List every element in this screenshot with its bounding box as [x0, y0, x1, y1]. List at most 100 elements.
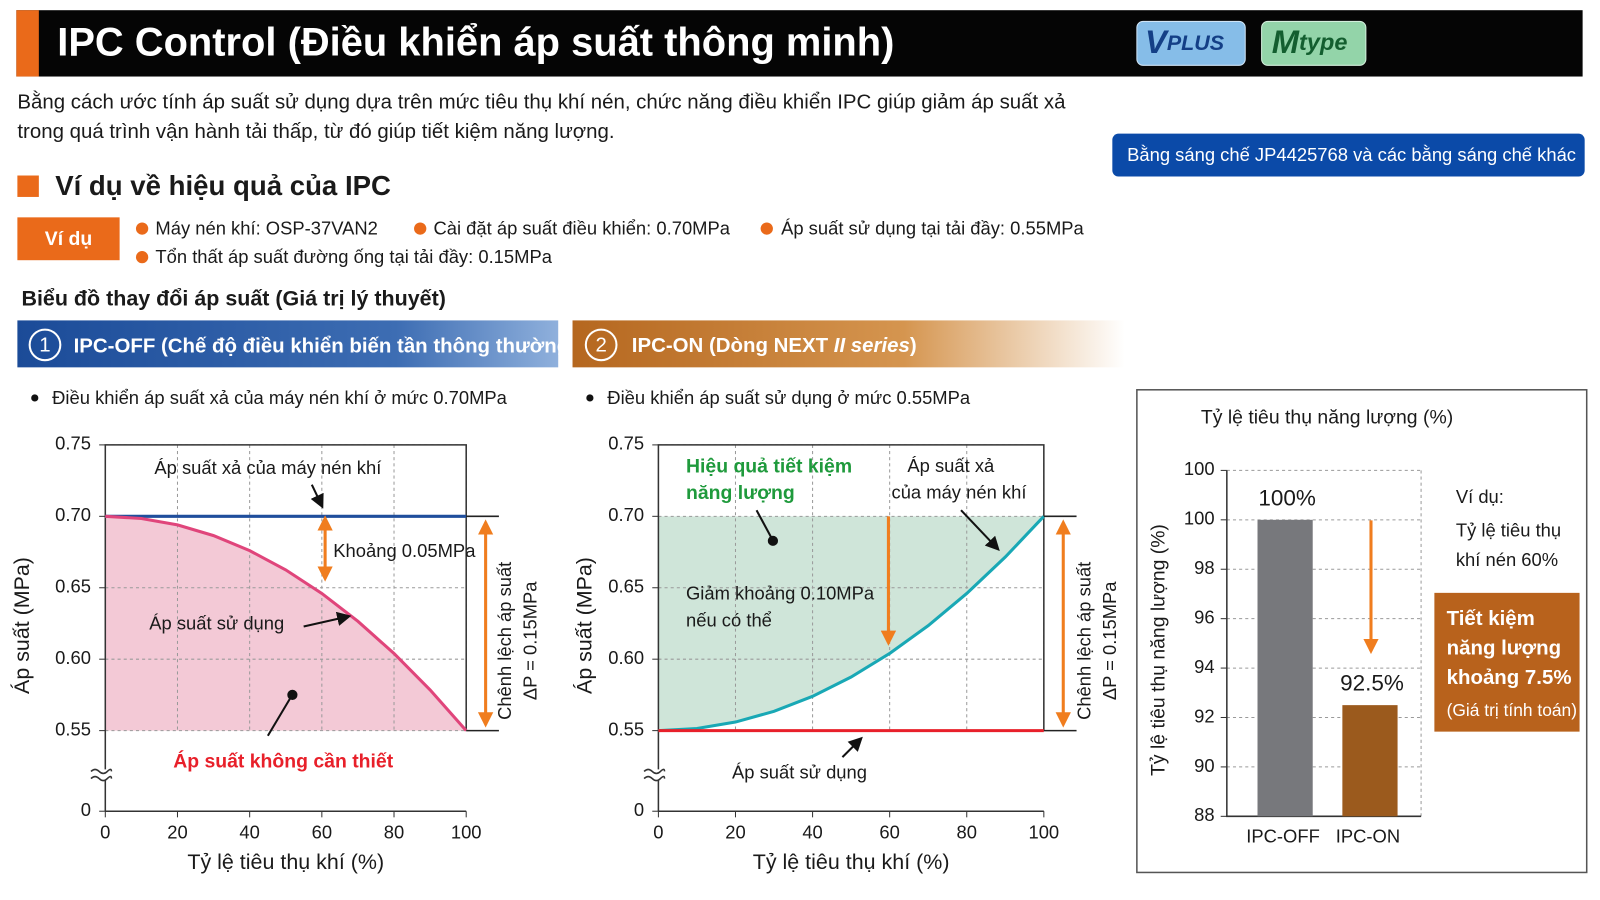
- badge-text: VPLUS: [1145, 23, 1225, 60]
- badge: [1261, 20, 1367, 66]
- panel-number: 1: [39, 334, 50, 356]
- y-tick-label: 0.65: [55, 576, 91, 597]
- intro-line: Bằng cách ước tính áp suất sử dụng dựa t…: [17, 90, 1066, 113]
- saving-text: năng lượng: [1447, 637, 1561, 659]
- series-line: [658, 515, 1045, 733]
- area-fill: [658, 516, 1044, 731]
- bullet: [760, 222, 773, 235]
- note: khí nén 60%: [1456, 549, 1558, 570]
- saving-box: [1434, 592, 1580, 732]
- panel-number-circle: [584, 328, 618, 362]
- annotation: của máy nén khí: [891, 482, 1027, 503]
- bullet: [414, 222, 427, 235]
- annotation: Hiệu quả tiết kiệm: [686, 455, 852, 477]
- panel-title-part: IPC-ON (Dòng NEXT: [632, 335, 834, 357]
- annotation: Áp suất sử dụng: [732, 761, 867, 782]
- badge-small: type: [1299, 29, 1347, 55]
- axis-frame: [104, 444, 467, 812]
- intro-line: trong quá trình vận hành tải thấp, từ đó…: [17, 121, 614, 143]
- y-tick-label: 92: [1194, 705, 1214, 726]
- example-label: Ví dụ: [45, 228, 92, 250]
- bullet: [31, 394, 39, 402]
- bar: [1257, 519, 1313, 817]
- pointer: [755, 509, 772, 538]
- pointer-dot: [287, 689, 298, 700]
- x-tick-label: 60: [312, 822, 332, 843]
- value-label: 100%: [1258, 485, 1316, 510]
- y-tick-label: 98: [1194, 557, 1214, 578]
- example-item: Tổn thất áp suất đường ống tại tải đầy: …: [155, 246, 552, 267]
- pointer-dot: [767, 535, 779, 546]
- axis-break: [643, 768, 666, 782]
- panel-bullet: Điều khiển áp suất sử dụng ở mức 0.55MPa: [607, 387, 971, 408]
- bar: [1342, 705, 1398, 817]
- badge-text: Mtype: [1272, 23, 1348, 60]
- y-tick-label: 0.75: [55, 433, 91, 454]
- arrow: [310, 484, 324, 509]
- y-tick-label: 88: [1194, 804, 1214, 825]
- y-tick-label: 100: [1184, 458, 1215, 479]
- pointer: [266, 697, 292, 737]
- bullet: [586, 394, 594, 402]
- example-item: Cài đặt áp suất điều khiển: 0.70MPa: [433, 217, 730, 238]
- value-label: 92.5%: [1340, 671, 1404, 696]
- badge-big: V: [1145, 23, 1170, 60]
- annotation: nếu có thể: [686, 609, 772, 630]
- panel-number-circle: [28, 328, 62, 362]
- annotation: Khoảng 0.05MPa: [333, 540, 476, 561]
- chart-title: Tỷ lệ tiêu thụ năng lượng (%): [1201, 407, 1453, 429]
- annotation: Áp suất sử dụng: [149, 612, 284, 633]
- header-accent: [16, 10, 39, 77]
- y-tick-label: 0.60: [608, 647, 644, 668]
- x-tick-label: IPC-ON: [1336, 826, 1400, 847]
- arrow: [303, 611, 352, 628]
- y-tick-label: 0: [81, 799, 91, 820]
- section-title: Ví dụ về hiệu quả của IPC: [55, 170, 391, 201]
- header-title: IPC Control (Điều khiển áp suất thông mi…: [57, 20, 894, 64]
- y-tick-label: 94: [1194, 656, 1214, 677]
- y-tick-label: 100: [1184, 508, 1215, 529]
- saving-text: (Giá trị tính toán): [1447, 700, 1577, 720]
- x-tick-label: 100: [1028, 822, 1059, 843]
- y-tick-label: 0.70: [55, 504, 91, 525]
- badge-big: M: [1272, 23, 1300, 60]
- y-axis-label: Áp suất (MPa): [571, 557, 596, 694]
- delta-label: Chênh lệch áp suất: [494, 562, 515, 720]
- axis-frame: [657, 444, 1045, 812]
- badge-small: PLUS: [1167, 31, 1225, 55]
- delta-label: ΔP = 0.15MPa: [1099, 581, 1120, 700]
- y-tick-label: 96: [1194, 607, 1214, 628]
- patent-button: [1112, 133, 1585, 177]
- series-line: [105, 514, 468, 732]
- x-tick-label: 0: [100, 822, 110, 843]
- note: Ví dụ:: [1456, 486, 1504, 507]
- delta-label: Chênh lệch áp suất: [1074, 562, 1095, 720]
- x-tick-label: 80: [384, 822, 404, 843]
- panel-title: IPC-ON (Dòng NEXT II series): [632, 335, 917, 357]
- area-fill: [105, 516, 467, 731]
- y-tick-label: 0.60: [55, 647, 91, 668]
- arrow: [841, 736, 863, 758]
- panel-header: [572, 320, 1125, 368]
- example-label-box: [17, 217, 120, 261]
- panel-bullet: Điều khiển áp suất xả của máy nén khí ở …: [52, 387, 508, 408]
- chart-heading: Biểu đồ thay đổi áp suất (Giá trị lý thu…: [21, 287, 445, 311]
- y-tick-label: 0.55: [55, 718, 91, 739]
- saving-text: Tiết kiệm: [1447, 608, 1535, 630]
- example-item: Máy nén khí: OSP-37VAN2: [155, 217, 378, 238]
- axis-break-gap: [90, 769, 110, 780]
- x-tick-label: 80: [957, 822, 977, 843]
- y-tick-label: 0.70: [608, 504, 644, 525]
- bracket: [466, 515, 499, 732]
- x-tick-label: 100: [451, 822, 482, 843]
- x-tick-label: IPC-OFF: [1246, 826, 1320, 847]
- arrow: [960, 509, 1000, 552]
- panel-title-part: II series: [834, 335, 910, 357]
- annotation: Áp suất xả của máy nén khí: [154, 457, 382, 478]
- patent-text: Bằng sáng chế JP4425768 và các bằng sáng…: [1127, 144, 1576, 165]
- annotation: Áp suất xả: [907, 455, 995, 476]
- y-tick-label: 0.55: [608, 718, 644, 739]
- y-tick-label: 0.75: [608, 433, 644, 454]
- x-tick-label: 60: [879, 822, 899, 843]
- charts: 0 0.55 0.60 0.65 0.70 0.75 0 20 40 60 80 100 Chênh l…: [9, 407, 1580, 874]
